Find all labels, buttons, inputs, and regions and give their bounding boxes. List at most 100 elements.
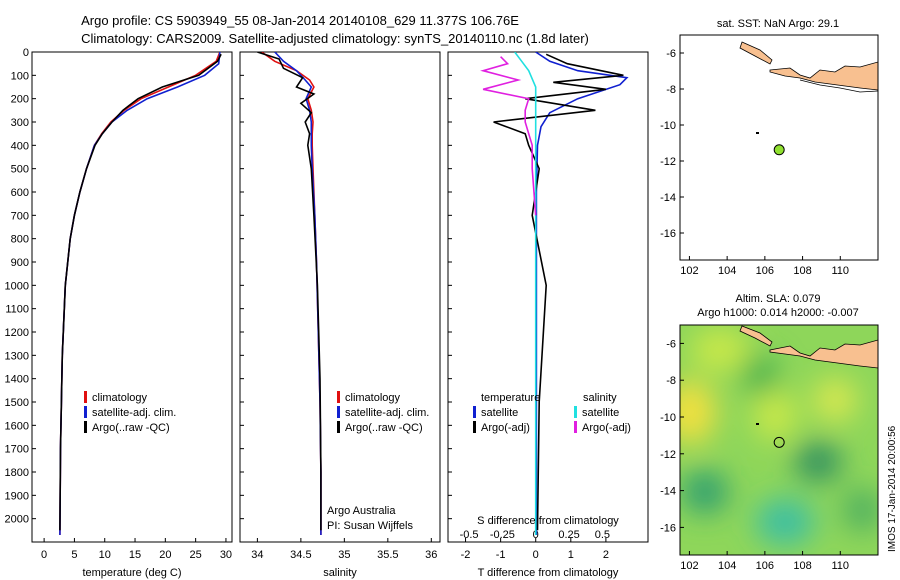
legend-swatch-satellite xyxy=(84,406,87,418)
temperature-series xyxy=(59,52,222,536)
map-y-tick-label: -10 xyxy=(660,412,676,424)
map-x-tick-label: 106 xyxy=(756,265,774,277)
sla-map: Altim. SLA: 0.079 Argo h1000: 0.014 h200… xyxy=(660,293,879,572)
depth-tick-label: 1700 xyxy=(5,444,29,456)
coastline-contour xyxy=(799,79,878,93)
depth-tick-label: 400 xyxy=(11,140,29,152)
legend-swatch-climatology xyxy=(84,391,87,403)
legend-swatch-t-argo xyxy=(473,421,476,433)
java-landmass xyxy=(769,339,878,369)
sla-anomaly-low xyxy=(794,442,842,482)
t-difference-axis-ticks: -2 -1 0 1 2 xyxy=(461,538,609,561)
legend-t-satellite: satellite xyxy=(481,407,518,419)
legend-swatch-s-satellite xyxy=(574,406,577,418)
map-y-tick-label: -16 xyxy=(660,228,676,240)
sla-anomaly-high xyxy=(813,378,857,422)
x-tick-label: 35 xyxy=(338,549,350,561)
depth-axis-ticks: 0 100 200 300 400 500 600 700 800 900 1000 1100 1200… xyxy=(5,47,452,526)
series-line-argo xyxy=(257,52,322,531)
legend-climatology: climatology xyxy=(92,392,148,404)
depth-tick-label: 1100 xyxy=(5,304,29,316)
depth-tick-label: 0 xyxy=(23,47,29,59)
series-line-satellite-adj-clim- xyxy=(274,52,322,535)
depth-tick-label: 700 xyxy=(11,210,29,222)
series-line-salinity-satellite xyxy=(514,52,537,535)
series-line-temperature-argo-adj- xyxy=(493,53,624,531)
x-tick-label: 15 xyxy=(129,549,141,561)
x-tick-label: 1 xyxy=(568,549,574,561)
map-y-tick-label: -12 xyxy=(660,449,676,461)
legend-title-temperature: temperature xyxy=(481,392,540,404)
x-tick-label: 20 xyxy=(159,549,171,561)
sla-anomaly-high xyxy=(753,389,797,441)
map-y-tick-label: -6 xyxy=(666,338,676,350)
depth-tick-label: 1500 xyxy=(5,397,29,409)
x-tick-label: 34 xyxy=(251,549,263,561)
s-diff-tick-label: 0.5 xyxy=(595,529,610,541)
imos-stamp: IMOS 17-Jan-2014 20:00:56 xyxy=(887,425,898,552)
legend-satellite: satellite-adj. clim. xyxy=(92,407,176,419)
depth-tick-label: 600 xyxy=(11,187,29,199)
depth-tick-label: 300 xyxy=(11,117,29,129)
map-y-tick-label: -16 xyxy=(660,522,676,534)
x-tick-label: 5 xyxy=(71,549,77,561)
temperature-axes-frame xyxy=(31,51,233,543)
map-x-tick-label: 106 xyxy=(756,560,774,572)
sla-map-frame xyxy=(679,324,879,556)
s-difference-axis-ticks: -0.5 -0.25 0 0.25 0.5 xyxy=(460,529,610,541)
christmas-island xyxy=(756,132,759,134)
temperature-legend: climatology satellite-adj. clim. Argo(..… xyxy=(84,391,176,434)
imos-timestamp: IMOS 17-Jan-2014 20:00:56 xyxy=(887,425,898,552)
depth-tick-label: 1300 xyxy=(5,350,29,362)
sla-anomaly-low xyxy=(755,498,815,546)
series-line-salinity-argo-adj- xyxy=(480,56,537,216)
x-tick-label: 30 xyxy=(220,549,232,561)
map-x-tick-label: 102 xyxy=(680,265,698,277)
sla-map-title: Altim. SLA: 0.079 xyxy=(736,293,821,305)
salinity-series xyxy=(257,52,322,535)
depth-tick-label: 1200 xyxy=(5,327,29,339)
depth-tick-label: 1900 xyxy=(5,490,29,502)
figure-title-line2: Climatology: CARS2009. Satellite-adjuste… xyxy=(81,31,589,46)
legend-title-salinity: salinity xyxy=(583,392,617,404)
map-y-tick-label: -14 xyxy=(660,192,676,204)
legend-satellite: satellite-adj. clim. xyxy=(345,407,429,419)
depth-tick-label: 2000 xyxy=(5,514,29,526)
series-line-satellite-adj-clim- xyxy=(59,52,221,536)
legend-s-argo: Argo(-adj) xyxy=(582,422,631,434)
legend-argo: Argo(..raw -QC) xyxy=(345,422,423,434)
argo-position-marker xyxy=(773,436,785,448)
x-tick-label: 10 xyxy=(99,549,111,561)
difference-series xyxy=(480,52,629,535)
depth-tick-label: 500 xyxy=(11,164,29,176)
depth-tick-label: 1800 xyxy=(5,467,29,479)
annotation-pi: PI: Susan Wijffels xyxy=(327,520,413,532)
map-x-tick-label: 108 xyxy=(793,560,811,572)
depth-tick-label: 200 xyxy=(11,94,29,106)
temperature-xlabel: temperature (deg C) xyxy=(82,567,181,579)
depth-tick-label: 1600 xyxy=(5,420,29,432)
map-x-tick-label: 104 xyxy=(718,560,736,572)
map-y-tick-label: -12 xyxy=(660,156,676,168)
legend-climatology: climatology xyxy=(345,392,401,404)
sst-map-title: sat. SST: NaN Argo: 29.1 xyxy=(717,18,839,30)
difference-legend: temperature salinity satellite Argo(-adj… xyxy=(473,392,631,434)
s-difference-label: S difference from climatology xyxy=(477,515,619,527)
difference-xlabel: T difference from climatology xyxy=(478,567,619,579)
java-landmass xyxy=(769,61,878,91)
depth-tick-label: 1000 xyxy=(5,280,29,292)
legend-t-argo: Argo(-adj) xyxy=(481,422,530,434)
depth-tick-label: 1400 xyxy=(5,374,29,386)
legend-s-satellite: satellite xyxy=(582,407,619,419)
sla-anomaly-low xyxy=(842,488,878,532)
depth-tick-label: 800 xyxy=(11,234,29,246)
sla-map-subtitle: Argo h1000: 0.014 h2000: -0.007 xyxy=(697,307,858,319)
argo-position-marker xyxy=(773,144,785,156)
map-y-tick-label: -14 xyxy=(660,486,676,498)
christmas-island xyxy=(756,423,759,425)
map-y-tick-label: -10 xyxy=(660,120,676,132)
series-line-temperature-satellite xyxy=(535,52,629,535)
difference-axes-frame xyxy=(447,51,649,543)
sst-map-frame xyxy=(679,34,879,261)
map-x-tick-label: 104 xyxy=(718,265,736,277)
